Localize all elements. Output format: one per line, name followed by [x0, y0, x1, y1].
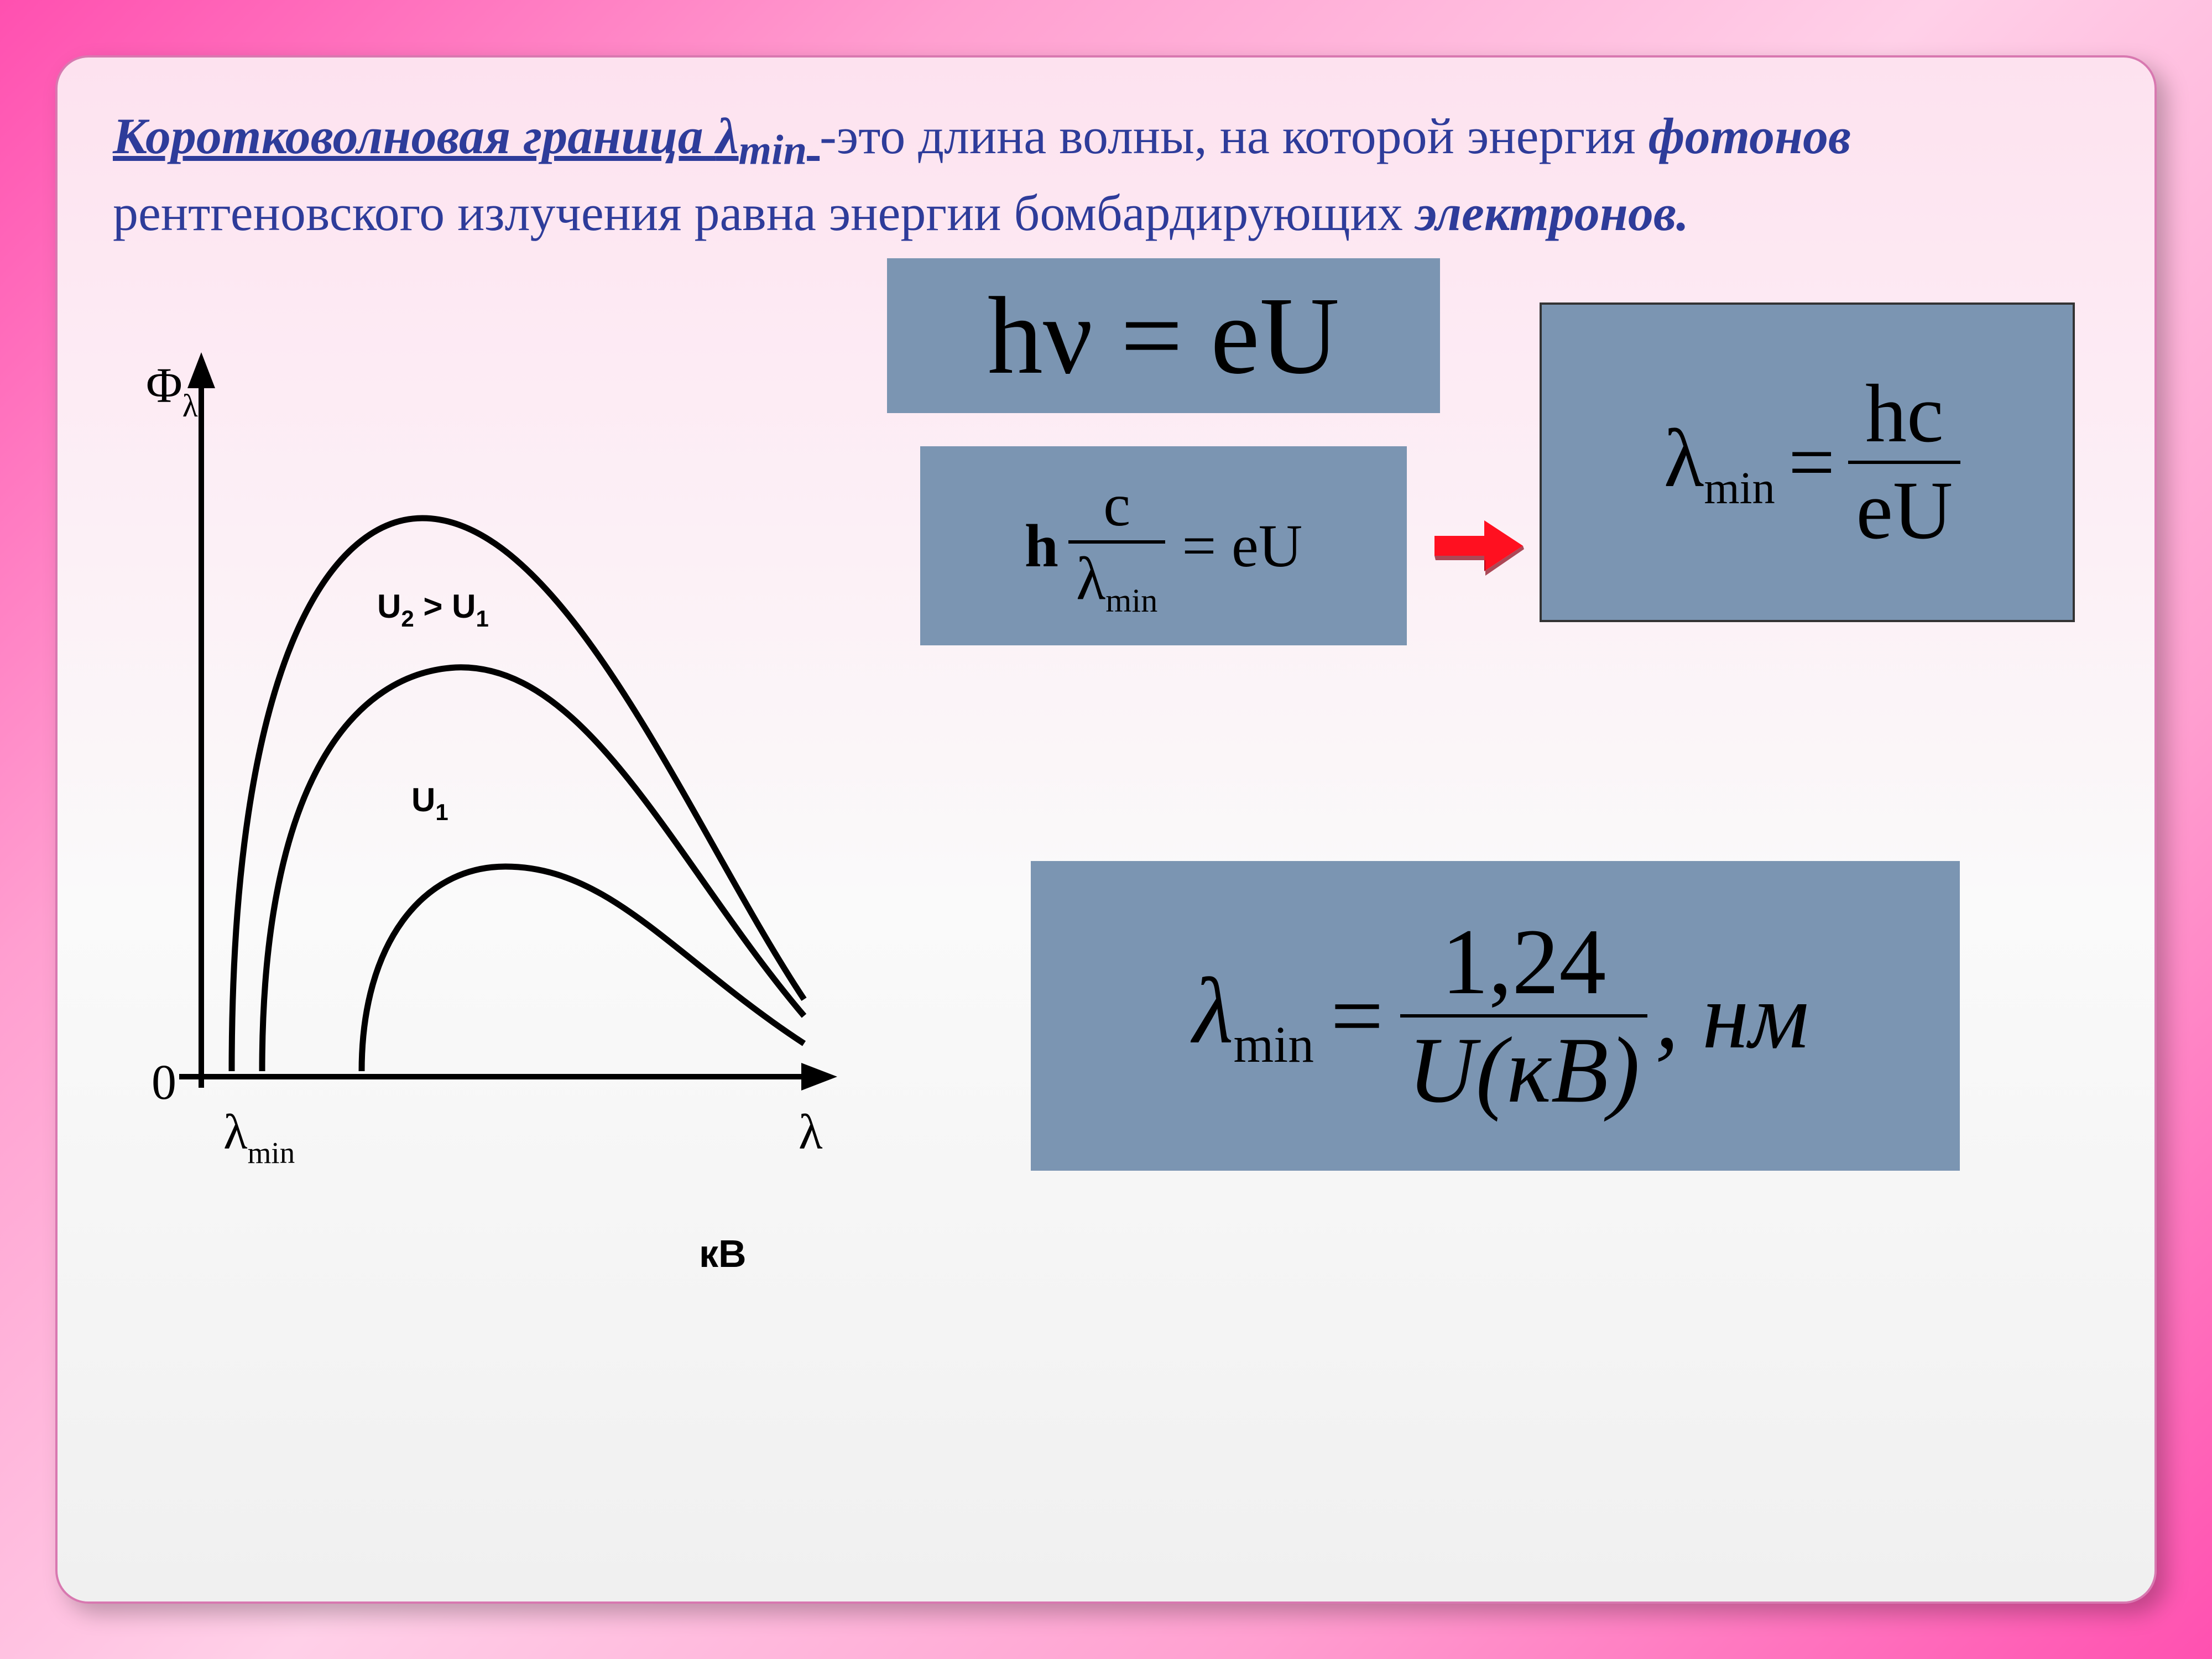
f2-h: h: [1025, 511, 1058, 581]
def-rest1: -это длина волны, на которой энергия: [820, 108, 1648, 164]
spectrum-graph: Φλ 0 λmin λ U2 > U1 U1: [113, 280, 859, 1232]
f3-den: eU: [1848, 467, 1960, 555]
curve-label-u1: U1: [411, 781, 448, 825]
f4-num: 1,24: [1434, 912, 1614, 1011]
definition-text: Коротковолновая граница λmin -это длина …: [113, 102, 2099, 247]
f4-frac: 1,24 U(кВ): [1400, 912, 1647, 1120]
kv-label: кВ: [699, 1232, 747, 1276]
f4-lhs: λmin: [1193, 957, 1314, 1074]
f4-eq: =: [1331, 962, 1384, 1070]
def-rest2: рентгеновского излучения равна энергии б…: [113, 185, 1416, 241]
f3-eq: =: [1788, 415, 1835, 510]
formula-lambda-min-hc-eU: λmin = hc eU: [1540, 302, 2075, 622]
x-tick-lambda-min: λmin: [223, 1105, 295, 1170]
term-lambda: λ: [716, 108, 739, 164]
axes: [179, 352, 837, 1091]
arrow-icon: [1429, 513, 1528, 579]
term-sub: min: [739, 126, 807, 173]
origin-label: 0: [152, 1055, 176, 1110]
def-electrons: электронов.: [1416, 185, 1689, 241]
formula-lambda-min-numeric: λmin = 1,24 U(кВ) , нм: [1031, 861, 1960, 1171]
f2-num: c: [1095, 473, 1138, 538]
x-axis-label: λ: [799, 1105, 823, 1160]
f2-rhs: = eU: [1182, 511, 1302, 581]
formula-hnu-eU: hν = eU: [887, 258, 1440, 413]
f3-lhs: λmin: [1664, 411, 1775, 514]
graph-area: Φλ 0 λmin λ U2 > U1 U1: [113, 280, 887, 1232]
f2-frac: c λmin: [1068, 473, 1165, 619]
slide-panel: Коротковолновая граница λmin -это длина …: [55, 55, 2157, 1604]
f3-num: hc: [1858, 371, 1952, 458]
f2-den: λmin: [1068, 547, 1165, 619]
f4-den: U(кВ): [1400, 1021, 1647, 1120]
f1-text: hν = eU: [988, 273, 1339, 399]
content-row: Φλ 0 λmin λ U2 > U1 U1: [113, 280, 2099, 1276]
def-photons: фотонов: [1648, 108, 1851, 164]
spectrum-curves: [232, 518, 804, 1071]
formula-area: hν = eU h c λmin = eU λmin = hc: [887, 280, 2099, 1276]
term-pre: Коротковолновая граница: [113, 108, 716, 164]
f4-tail: , нм: [1655, 962, 1809, 1070]
curve-label-u2: U2 > U1: [377, 588, 489, 632]
term: Коротковолновая граница λmin: [113, 108, 820, 164]
formula-hc-lambda-eU: h c λmin = eU: [920, 446, 1407, 645]
f3-frac: hc eU: [1848, 371, 1960, 555]
y-axis-label: Φλ: [146, 358, 198, 424]
